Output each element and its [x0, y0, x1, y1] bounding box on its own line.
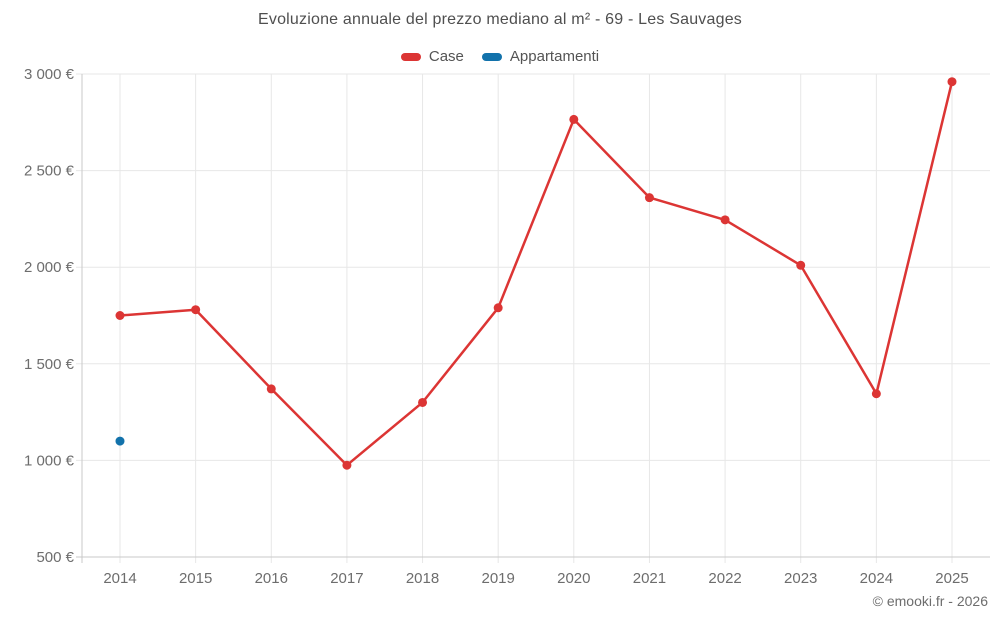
legend-swatch-case — [400, 52, 421, 61]
legend-label-case: Case — [428, 48, 464, 65]
copyright-text: © emooki.fr - 2026 — [872, 593, 988, 609]
x-tick-label: 2025 — [935, 570, 968, 587]
series-line-case — [118, 80, 954, 467]
data-point-case[interactable] — [796, 260, 806, 270]
y-tick-label: 2 500 € — [24, 163, 75, 180]
data-point-case[interactable] — [342, 460, 352, 470]
legend-item-case[interactable]: Case — [400, 48, 464, 65]
data-point-case[interactable] — [418, 397, 428, 407]
y-tick-label: 500 € — [36, 549, 74, 566]
data-point-appartamenti[interactable] — [115, 436, 125, 446]
y-tick-label: 3 000 € — [24, 66, 75, 83]
chart-title: Evoluzione annuale del prezzo mediano al… — [258, 11, 742, 28]
x-tick-label: 2019 — [481, 570, 514, 587]
legend: Case Appartamenti — [0, 48, 1000, 65]
legend-label-appartamenti: Appartamenti — [509, 48, 600, 65]
x-tick-label: 2018 — [406, 570, 439, 587]
data-point-case[interactable] — [115, 311, 125, 320]
y-tick-label: 2 000 € — [24, 259, 75, 276]
x-tick-label: 2024 — [860, 570, 893, 587]
legend-swatch-appartamenti — [481, 52, 502, 61]
data-point-case[interactable] — [266, 384, 276, 394]
legend-item-appartamenti[interactable]: Appartamenti — [481, 48, 600, 65]
data-point-case[interactable] — [947, 77, 957, 87]
data-point-case[interactable] — [644, 193, 654, 203]
data-point-case[interactable] — [720, 215, 730, 225]
y-tick-label: 1 500 € — [24, 356, 75, 373]
x-tick-label: 2021 — [633, 570, 666, 587]
x-tick-label: 2017 — [330, 570, 363, 587]
x-tick-label: 2022 — [708, 570, 741, 587]
data-point-case[interactable] — [191, 305, 201, 315]
y-tick-label: 1 000 € — [24, 452, 75, 469]
x-tick-label: 2014 — [103, 570, 136, 587]
data-point-case[interactable] — [493, 303, 503, 313]
x-tick-label: 2023 — [784, 570, 817, 587]
data-point-case[interactable] — [871, 389, 881, 399]
x-tick-label: 2015 — [179, 570, 212, 587]
x-tick-label: 2020 — [557, 570, 590, 587]
data-point-case[interactable] — [569, 114, 579, 124]
x-tick-label: 2016 — [255, 570, 288, 587]
